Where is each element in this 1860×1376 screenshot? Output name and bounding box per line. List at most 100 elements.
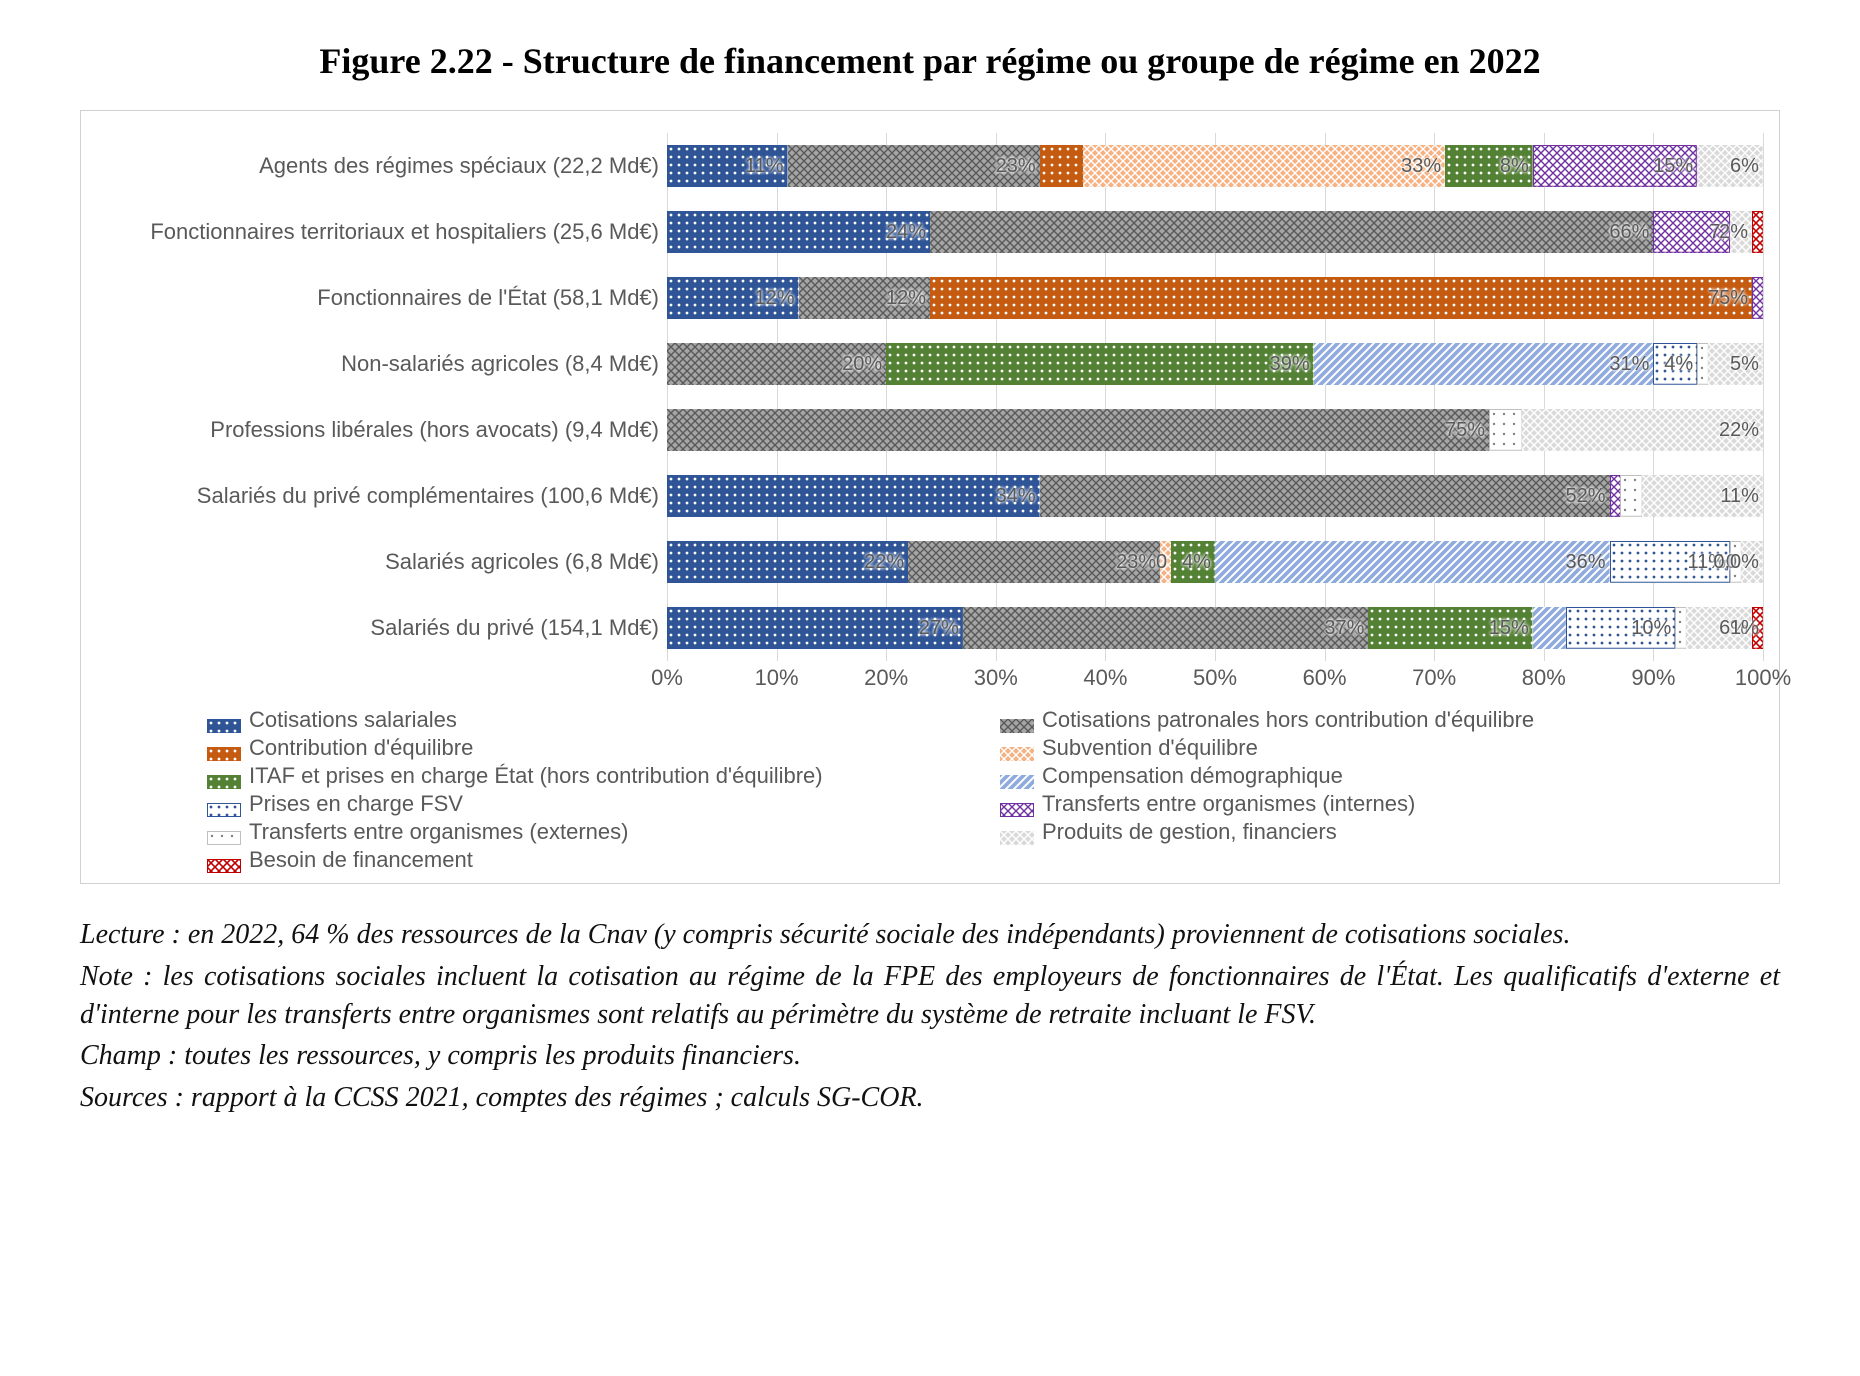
- bar-segment-prod_gest: 2%: [1730, 211, 1752, 253]
- bar-segment-cot_sal: 22%: [667, 541, 908, 583]
- legend-label: Prises en charge FSV: [249, 791, 463, 817]
- legend-swatch: [207, 853, 241, 867]
- bar-segment-cot_pat: 20%: [667, 343, 886, 385]
- bar-segment-transf_ext: [1675, 607, 1686, 649]
- legend-item-cot_sal: Cotisations salariales: [207, 707, 970, 733]
- legend-item-prod_gest: Produits de gestion, financiers: [1000, 819, 1763, 845]
- category-label: Professions libérales (hors avocats) (9,…: [97, 397, 659, 463]
- bar-segment-besoin_fin: 1%: [1752, 607, 1763, 649]
- legend-item-besoin_fin: Besoin de financement: [207, 847, 970, 873]
- legend-item-subv_eq: Subvention d'équilibre: [1000, 735, 1763, 761]
- bar-segment-cot_pat: 37%: [963, 607, 1369, 649]
- x-tick: 40%: [1083, 665, 1127, 691]
- bar-segment-cot_pat: 23%: [908, 541, 1160, 583]
- x-tick: 10%: [755, 665, 799, 691]
- legend-item-comp_demo: Compensation démographique: [1000, 763, 1763, 789]
- legend-item-cot_pat: Cotisations patronales hors contribution…: [1000, 707, 1763, 733]
- bar-row: 27% 37% 15% 10% 6% 1%: [667, 595, 1763, 661]
- legend-item-fsv: Prises en charge FSV: [207, 791, 970, 817]
- legend-item-transf_ext: Transferts entre organismes (externes): [207, 819, 970, 845]
- note-line: Note : les cotisations sociales incluent…: [80, 958, 1780, 1034]
- bar-segment-itaf: 4%: [1171, 541, 1215, 583]
- legend-swatch: [207, 797, 241, 811]
- x-tick: 0%: [651, 665, 683, 691]
- y-axis-labels: Agents des régimes spéciaux (22,2 Md€)Fo…: [97, 133, 667, 661]
- legend-label: Transferts entre organismes (internes): [1042, 791, 1415, 817]
- bar-row: 75% 22%: [667, 397, 1763, 463]
- x-tick: 30%: [974, 665, 1018, 691]
- legend-swatch: [207, 825, 241, 839]
- figure-notes: Lecture : en 2022, 64 % des ressources d…: [80, 916, 1780, 1117]
- x-tick: 20%: [864, 665, 908, 691]
- category-label: Fonctionnaires territoriaux et hospitali…: [97, 199, 659, 265]
- bar-segment-fsv: 10%: [1566, 607, 1676, 649]
- legend-item-itaf: ITAF et prises en charge État (hors cont…: [207, 763, 970, 789]
- legend-swatch: [1000, 825, 1034, 839]
- bar-segment-cot_sal: 11%: [667, 145, 788, 187]
- bar-segment-itaf: 8%: [1445, 145, 1533, 187]
- legend-swatch: [207, 713, 241, 727]
- legend-swatch: [1000, 741, 1034, 755]
- bar-segment-transf_int: [1610, 475, 1621, 517]
- x-tick: 70%: [1412, 665, 1456, 691]
- legend-empty: [1000, 847, 1763, 873]
- x-tick: 100%: [1735, 665, 1791, 691]
- note-line: Sources : rapport à la CCSS 2021, compte…: [80, 1079, 1780, 1117]
- note-line: Lecture : en 2022, 64 % des ressources d…: [80, 916, 1780, 954]
- x-axis-ticks: 0%10%20%30%40%50%60%70%80%90%100%: [667, 665, 1763, 693]
- bar-segment-cot_sal: 12%: [667, 277, 799, 319]
- bar-segment-transf_ext: [1620, 475, 1642, 517]
- bar-segment-prod_gest: 0,0%: [1741, 541, 1763, 583]
- bar-row: 20% 39% 31% 4% 5%: [667, 331, 1763, 397]
- bar-segment-besoin_fin: [1752, 211, 1763, 253]
- legend-swatch: [1000, 797, 1034, 811]
- legend-item-transf_int: Transferts entre organismes (internes): [1000, 791, 1763, 817]
- bar-segment-transf_ext: [1697, 343, 1708, 385]
- legend-label: Produits de gestion, financiers: [1042, 819, 1337, 845]
- bar-segment-prod_gest: 22%: [1522, 409, 1763, 451]
- bar-row: 22% 23% 0 4% 36% 11% 0 0,0%: [667, 529, 1763, 595]
- category-label: Fonctionnaires de l'État (58,1 Md€): [97, 265, 659, 331]
- legend-label: Cotisations salariales: [249, 707, 457, 733]
- bar-segment-transf_ext: [1489, 409, 1522, 451]
- legend-label: Subvention d'équilibre: [1042, 735, 1258, 761]
- category-label: Salariés agricoles (6,8 Md€): [97, 529, 659, 595]
- bar-segment-cot_sal: 34%: [667, 475, 1040, 517]
- category-label: Non-salariés agricoles (8,4 Md€): [97, 331, 659, 397]
- bar-segment-transf_int: [1752, 277, 1763, 319]
- x-tick: 50%: [1193, 665, 1237, 691]
- bar-segment-prod_gest: 5%: [1708, 343, 1763, 385]
- legend-swatch: [207, 741, 241, 755]
- bar-segment-subv_eq: 33%: [1083, 145, 1445, 187]
- bar-row: 12% 12% 75%: [667, 265, 1763, 331]
- legend-label: Besoin de financement: [249, 847, 473, 873]
- legend-item-contrib_eq: Contribution d'équilibre: [207, 735, 970, 761]
- bar-segment-itaf: 39%: [886, 343, 1313, 385]
- bar-segment-contrib_eq: 75%: [930, 277, 1752, 319]
- bar-row: 24% 66% 7, 2%: [667, 199, 1763, 265]
- bar-segment-cot_sal: 24%: [667, 211, 930, 253]
- category-label: Salariés du privé complémentaires (100,6…: [97, 463, 659, 529]
- legend: Cotisations salariales Cotisations patro…: [207, 707, 1763, 873]
- figure-title: Figure 2.22 - Structure de financement p…: [80, 40, 1780, 82]
- bar-row: 34% 52% 11%: [667, 463, 1763, 529]
- bar-segment-cot_pat: 52%: [1040, 475, 1610, 517]
- bar-segment-contrib_eq: [1040, 145, 1084, 187]
- legend-swatch: [207, 769, 241, 783]
- bar-row: 11% 23% 33% 8% 15% 6%: [667, 133, 1763, 199]
- bar-segment-fsv: 11%: [1610, 541, 1731, 583]
- legend-label: Transferts entre organismes (externes): [249, 819, 628, 845]
- bar-segment-comp_demo: [1533, 607, 1566, 649]
- bar-segment-cot_sal: 27%: [667, 607, 963, 649]
- bar-segment-subv_eq: 0: [1160, 541, 1171, 583]
- bar-segment-cot_pat: 12%: [799, 277, 931, 319]
- bar-segment-comp_demo: 31%: [1314, 343, 1654, 385]
- bar-segment-cot_pat: 75%: [667, 409, 1489, 451]
- bar-segment-fsv: 4%: [1653, 343, 1697, 385]
- bar-segment-prod_gest: 6%: [1697, 145, 1763, 187]
- bar-segment-itaf: 15%: [1368, 607, 1532, 649]
- legend-swatch: [1000, 713, 1034, 727]
- note-line: Champ : toutes les ressources, y compris…: [80, 1037, 1780, 1075]
- bar-segment-cot_pat: 66%: [930, 211, 1653, 253]
- bar-segment-transf_int: 15%: [1533, 145, 1697, 187]
